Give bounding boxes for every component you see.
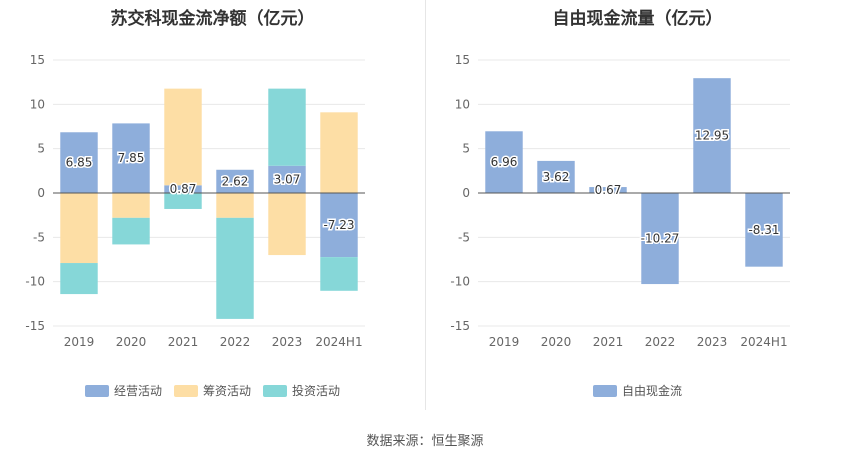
legend-label: 经营活动 bbox=[113, 384, 162, 398]
bar bbox=[60, 193, 98, 264]
bar bbox=[164, 193, 202, 209]
legend-swatch bbox=[84, 384, 109, 397]
data-label: 6.85 bbox=[66, 156, 93, 170]
y-tick-label: -5 bbox=[458, 230, 470, 244]
bar bbox=[589, 187, 627, 193]
bar bbox=[641, 193, 679, 285]
data-source-note: 数据来源：恒生聚源 bbox=[366, 434, 484, 449]
legend-label: 筹资活动 bbox=[202, 384, 251, 398]
y-tick-label: 0 bbox=[37, 186, 45, 200]
right-chart-panel: 自由现金流量（亿元） 15 10 5 0 -5 -10 -15 2019 2020 2021 202… bbox=[425, 0, 850, 420]
left-chart-svg: 15 10 5 0 -5 -10 -15 2019 2020 2021 2022 2023 2024H1… bbox=[25, 53, 365, 349]
x-tick-label: 2021 bbox=[168, 335, 199, 349]
legend-item[interactable]: 经营活动 bbox=[84, 382, 162, 399]
y-tick-label: -15 bbox=[450, 319, 470, 333]
data-label: 2.62 bbox=[222, 174, 249, 188]
bar bbox=[320, 193, 358, 258]
bar bbox=[164, 88, 202, 186]
bar bbox=[745, 193, 783, 267]
x-tick-label: 2020 bbox=[541, 335, 572, 349]
x-tick-label: 2023 bbox=[272, 335, 303, 349]
y-tick-label: -10 bbox=[25, 275, 45, 289]
y-tick-label: 0 bbox=[462, 186, 470, 200]
bar bbox=[112, 193, 150, 218]
left-chart-legend: 经营活动 筹资活动 投资活动 bbox=[0, 382, 425, 399]
bar bbox=[60, 132, 98, 193]
x-tick-label: 2020 bbox=[116, 335, 147, 349]
x-tick-label: 2022 bbox=[220, 335, 251, 349]
y-tick-label: 5 bbox=[37, 142, 45, 156]
legend-swatch bbox=[263, 384, 287, 397]
bar bbox=[216, 193, 254, 218]
data-label: 0.67 bbox=[595, 183, 622, 197]
bar bbox=[268, 193, 306, 256]
data-label: -7.23 bbox=[323, 218, 354, 232]
x-tick-label: 2019 bbox=[489, 335, 520, 349]
y-tick-label: 10 bbox=[455, 97, 470, 111]
bar bbox=[537, 160, 575, 193]
bar bbox=[485, 131, 523, 193]
data-label: 0.87 bbox=[170, 182, 197, 196]
x-tick-label: 2024H1 bbox=[740, 335, 787, 349]
x-tick-label: 2019 bbox=[64, 335, 95, 349]
legend-label: 投资活动 bbox=[292, 384, 341, 398]
panel-divider bbox=[425, 0, 426, 410]
legend-item[interactable]: 自由现金流 bbox=[592, 382, 682, 399]
y-tick-label: 15 bbox=[455, 53, 470, 67]
legend-swatch bbox=[173, 384, 198, 397]
bar bbox=[320, 112, 358, 193]
x-tick-label: 2021 bbox=[593, 335, 624, 349]
bar bbox=[112, 217, 150, 245]
data-label: 12.95 bbox=[695, 129, 729, 143]
legend-item[interactable]: 投资活动 bbox=[263, 382, 340, 399]
data-label: 3.07 bbox=[274, 172, 301, 186]
bar bbox=[216, 169, 254, 193]
bar bbox=[216, 217, 254, 319]
right-chart-title: 自由现金流量（亿元） bbox=[552, 9, 723, 29]
data-label: 6.96 bbox=[491, 155, 518, 169]
data-label: -8.31 bbox=[748, 223, 779, 237]
left-chart-title: 苏交科现金流净额（亿元） bbox=[110, 9, 315, 29]
data-label: 7.85 bbox=[118, 151, 145, 165]
x-tick-label: 2022 bbox=[645, 335, 676, 349]
y-tick-label: -10 bbox=[450, 275, 470, 289]
bar bbox=[164, 185, 202, 193]
y-tick-label: 5 bbox=[462, 142, 470, 156]
bar bbox=[693, 78, 731, 193]
y-tick-label: -15 bbox=[25, 319, 45, 333]
y-tick-label: -5 bbox=[33, 230, 45, 244]
y-tick-label: 15 bbox=[30, 53, 45, 67]
right-chart-legend: 自由现金流 bbox=[425, 382, 850, 399]
bar bbox=[268, 88, 306, 166]
x-tick-label: 2023 bbox=[697, 335, 728, 349]
right-chart-svg: 15 10 5 0 -5 -10 -15 2019 2020 2021 2022 2023 2024H1… bbox=[450, 53, 790, 349]
bar bbox=[112, 123, 150, 193]
bar bbox=[268, 165, 306, 193]
x-tick-label: 2024H1 bbox=[315, 335, 362, 349]
bar bbox=[320, 257, 358, 291]
data-label: -10.27 bbox=[641, 232, 680, 246]
legend-item[interactable]: 筹资活动 bbox=[173, 382, 251, 399]
y-tick-label: 10 bbox=[30, 97, 45, 111]
bar bbox=[60, 263, 98, 295]
data-label: 3.62 bbox=[543, 170, 570, 184]
left-chart-panel: 苏交科现金流净额（亿元） 15 10 5 0 -5 -10 -15 2019 2020 2021 2… bbox=[0, 0, 425, 420]
legend-swatch bbox=[592, 384, 617, 397]
legend-label: 自由现金流 bbox=[621, 384, 682, 398]
